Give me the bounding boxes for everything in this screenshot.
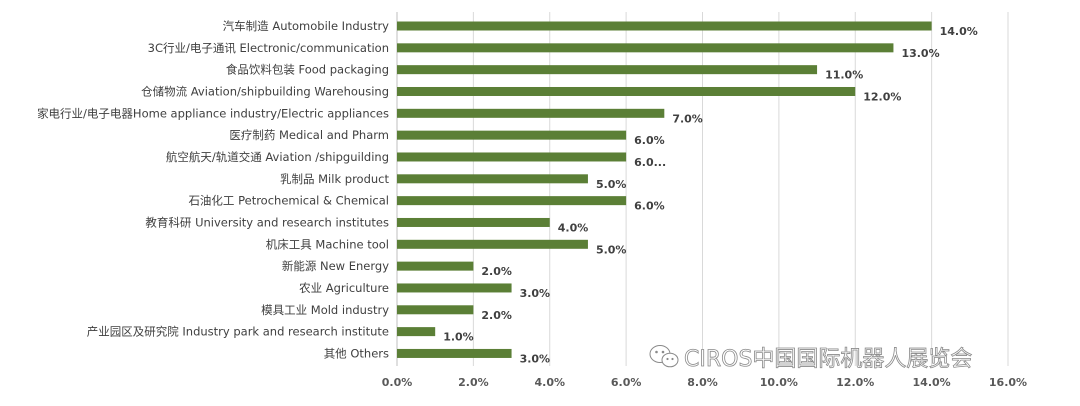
data-label: 2.0% — [481, 309, 512, 322]
category-label: 食品饮料包装 Food packaging — [226, 63, 389, 77]
bar — [397, 130, 627, 140]
x-tick-label: 10.0% — [760, 376, 798, 389]
x-tick-label: 4.0% — [534, 376, 565, 389]
data-label: 3.0% — [520, 352, 551, 365]
x-tick-label: 2.0% — [458, 376, 489, 389]
bar — [397, 65, 818, 75]
data-label: 6.0... — [634, 156, 666, 169]
category-label: 家电行业/电子电器Home appliance industry/Electri… — [37, 106, 389, 120]
bar — [397, 21, 932, 31]
category-label: 模具工业 Mold industry — [261, 303, 389, 317]
category-labels: 汽车制造 Automobile Industry 3C行业/电子通讯 Electr… — [37, 19, 389, 360]
data-label: 12.0% — [863, 90, 901, 103]
data-label: 6.0% — [634, 134, 665, 147]
bar — [397, 108, 665, 118]
category-label: 医疗制药 Medical and Pharm — [229, 128, 389, 142]
category-label: 产业园区及研究院 Industry park and research inst… — [87, 325, 389, 339]
bar — [397, 239, 588, 249]
x-tick-label: 14.0% — [913, 376, 951, 389]
data-label: 13.0% — [901, 47, 939, 60]
bar — [397, 43, 894, 53]
bar — [397, 174, 588, 184]
data-label: 5.0% — [596, 243, 627, 256]
category-label: 其他 Others — [324, 346, 389, 360]
data-label: 14.0% — [940, 25, 978, 38]
bar — [397, 217, 550, 227]
category-label: 机床工具 Machine tool — [266, 237, 389, 251]
category-label: 3C行业/电子通讯 Electronic/communication — [148, 41, 389, 55]
watermark-text: CIROS中国国际机器人展览会 — [684, 347, 972, 372]
bar — [397, 327, 436, 337]
bar — [397, 86, 856, 96]
category-label: 乳制品 Milk product — [280, 172, 390, 186]
data-label: 11.0% — [825, 69, 863, 82]
data-label: 6.0% — [634, 200, 665, 213]
x-tick-label: 16.0% — [989, 376, 1027, 389]
data-label: 1.0% — [443, 331, 474, 344]
category-label: 汽车制造 Automobile Industry — [223, 19, 390, 33]
bar — [397, 348, 512, 358]
data-label: 2.0% — [481, 265, 512, 278]
wechat-icon — [649, 345, 679, 368]
x-tick-label: 6.0% — [611, 376, 642, 389]
category-label: 教育科研 University and research institutes — [145, 215, 389, 229]
category-label: 仓储物流 Aviation/shipbuilding Warehousing — [141, 84, 389, 98]
x-tick-label: 12.0% — [836, 376, 874, 389]
bar — [397, 305, 474, 315]
x-tick-labels: 0.0% 2.0% 4.0% 6.0% 8.0% 10.0% 12.0% 14.0% 16.0% — [382, 376, 1027, 389]
watermark: CIROS中国国际机器人展览会 — [649, 345, 973, 372]
category-label: 航空航天/轨道交通 Aviation /shipguilding — [166, 150, 389, 164]
data-label: 5.0% — [596, 178, 627, 191]
x-tick-label: 0.0% — [382, 376, 413, 389]
category-label: 农业 Agriculture — [299, 281, 389, 295]
bar — [397, 152, 627, 162]
bars — [397, 21, 932, 358]
bar — [397, 196, 627, 206]
data-labels: 14.0%13.0% 11.0%12.0% 7.0% 6.0% 6.0... 5.0% 6.… — [443, 25, 978, 365]
bar — [397, 261, 474, 271]
data-label: 7.0% — [672, 112, 703, 125]
x-tick-label: 8.0% — [687, 376, 718, 389]
data-label: 3.0% — [520, 287, 551, 300]
bar — [397, 283, 512, 293]
category-label: 石油化工 Petrochemical & Chemical — [188, 194, 389, 208]
data-label: 4.0% — [558, 221, 589, 234]
category-label: 新能源 New Energy — [282, 259, 389, 273]
